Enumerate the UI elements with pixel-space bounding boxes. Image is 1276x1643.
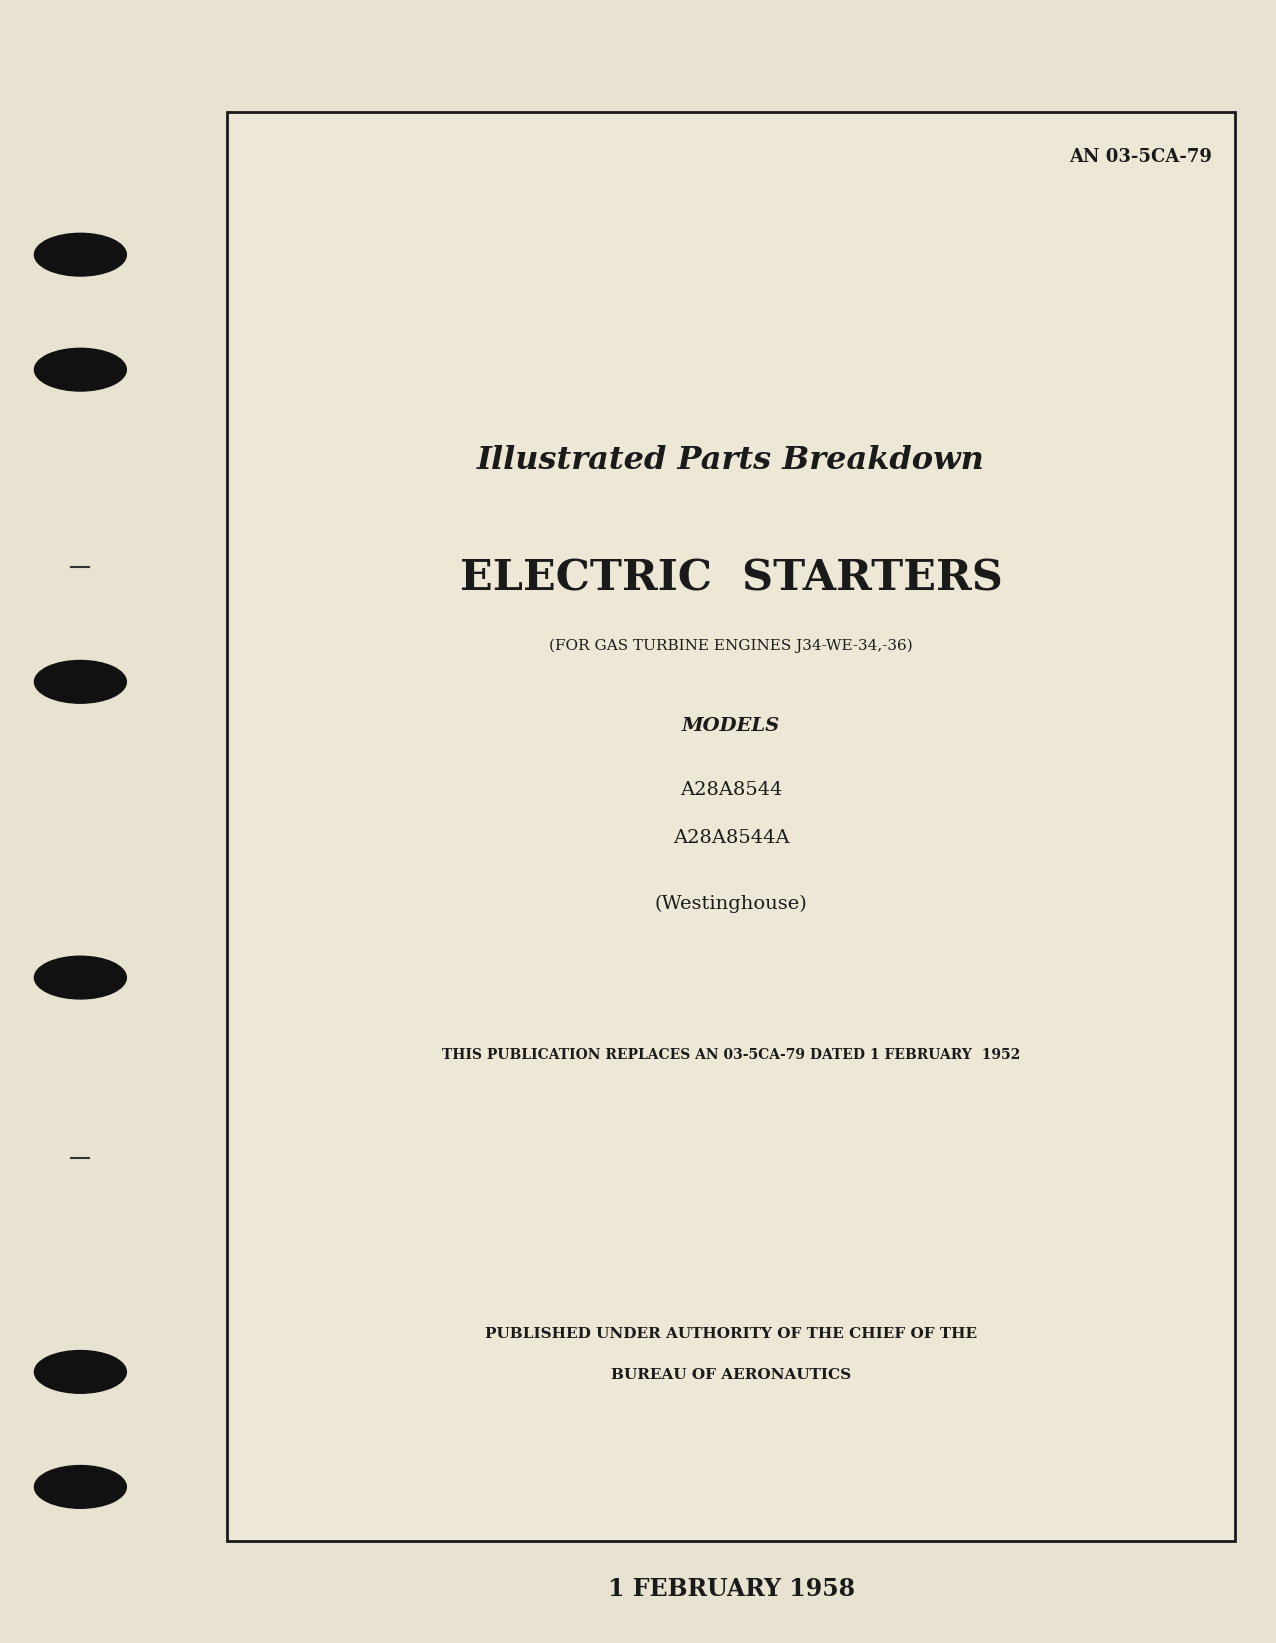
Ellipse shape bbox=[34, 233, 126, 276]
Text: 1 FEBRUARY 1958: 1 FEBRUARY 1958 bbox=[607, 1577, 855, 1600]
Text: ELECTRIC  STARTERS: ELECTRIC STARTERS bbox=[459, 557, 1003, 600]
Text: BUREAU OF AERONAUTICS: BUREAU OF AERONAUTICS bbox=[611, 1369, 851, 1382]
Text: (Westinghouse): (Westinghouse) bbox=[655, 894, 808, 914]
FancyBboxPatch shape bbox=[227, 112, 1235, 1541]
Text: MODELS: MODELS bbox=[683, 718, 780, 734]
Ellipse shape bbox=[34, 1466, 126, 1508]
Text: A28A8544: A28A8544 bbox=[680, 782, 782, 798]
Text: AN 03-5CA-79: AN 03-5CA-79 bbox=[1069, 148, 1212, 166]
Ellipse shape bbox=[34, 1351, 126, 1393]
Text: THIS PUBLICATION REPLACES AN 03-5CA-79 DATED 1 FEBRUARY  1952: THIS PUBLICATION REPLACES AN 03-5CA-79 D… bbox=[441, 1048, 1021, 1061]
Text: Illustrated Parts Breakdown: Illustrated Parts Breakdown bbox=[477, 445, 985, 475]
Ellipse shape bbox=[34, 956, 126, 999]
Ellipse shape bbox=[34, 660, 126, 703]
Text: (FOR GAS TURBINE ENGINES J34-WE-34,-36): (FOR GAS TURBINE ENGINES J34-WE-34,-36) bbox=[549, 639, 914, 652]
Ellipse shape bbox=[34, 348, 126, 391]
Text: A28A8544A: A28A8544A bbox=[672, 830, 790, 846]
Text: PUBLISHED UNDER AUTHORITY OF THE CHIEF OF THE: PUBLISHED UNDER AUTHORITY OF THE CHIEF O… bbox=[485, 1328, 977, 1341]
